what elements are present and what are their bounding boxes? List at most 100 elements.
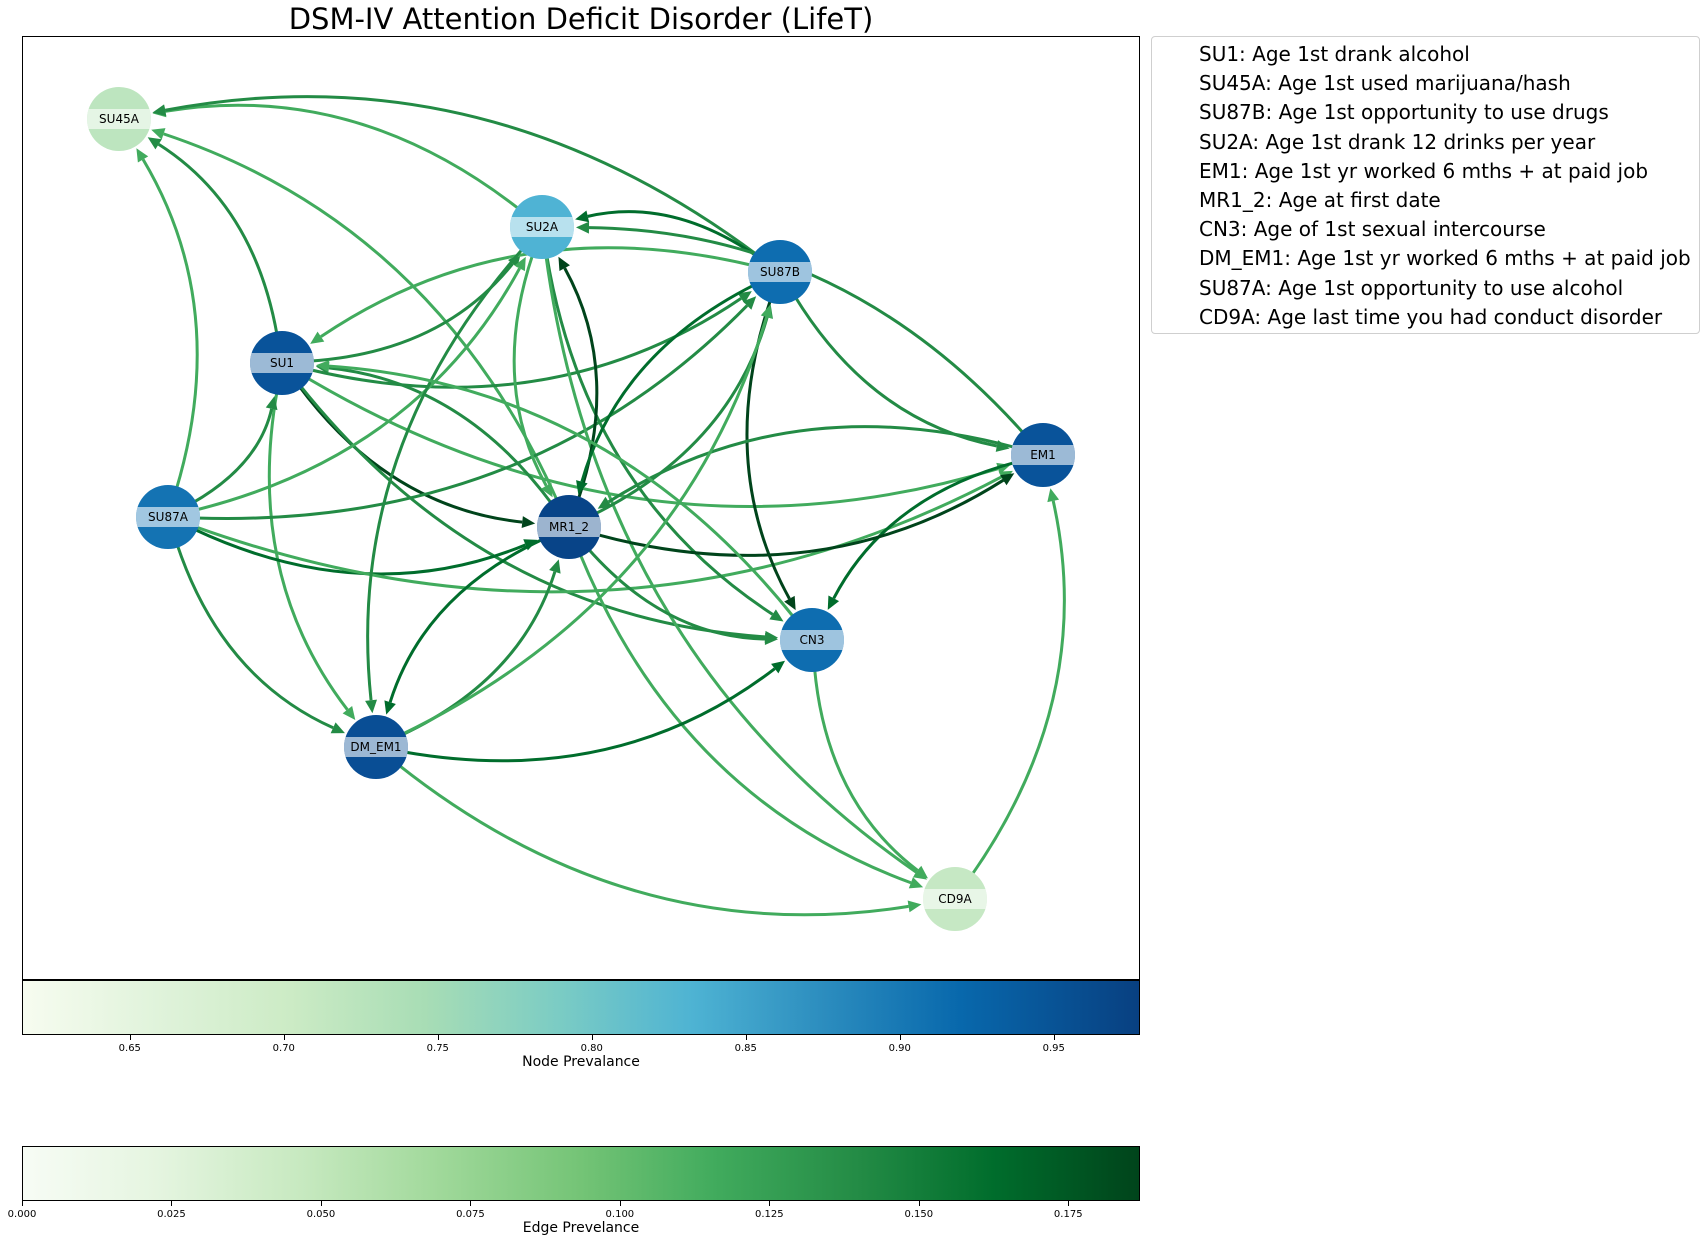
colorbar-tick [745, 1035, 747, 1040]
colorbar-tick [619, 1201, 621, 1206]
edge-MR1_2-to-CD9A [578, 552, 924, 889]
edge-CN3-to-SU1 [315, 360, 796, 620]
node-colorbar [22, 980, 1140, 1035]
colorbar-tick [437, 1035, 439, 1040]
svg-text:EM1: EM1 [1030, 448, 1056, 462]
colorbar-tick-label: 0.075 [456, 1209, 485, 1220]
svg-text:CD9A: CD9A [938, 892, 972, 906]
colorbar-tick-label: 0.125 [754, 1209, 784, 1220]
colorbar-tick [283, 1035, 285, 1040]
edge-SU2A-to-MR1_2 [512, 253, 553, 498]
edge-SU1-to-SU87B [308, 291, 752, 389]
legend-item-cn3: CN3: Age of 1st sexual intercourse [1199, 217, 1546, 242]
legend-item-dm-em1: DM_EM1: Age 1st yr worked 6 mths + at pa… [1199, 246, 1691, 271]
legend-item-su87a: SU87A: Age 1st opportunity to use alcoho… [1199, 275, 1624, 300]
legend-item-mr1-2: MR1_2: Age at first date [1199, 187, 1441, 212]
colorbar-tick [918, 1201, 920, 1206]
edge-CN3-to-CD9A [813, 667, 928, 879]
colorbar-tick-label: 0.025 [157, 1209, 186, 1220]
svg-text:SU2A: SU2A [526, 220, 559, 234]
colorbar-tick-label: 0.65 [118, 1043, 141, 1054]
node-cn3: CN3 [780, 608, 844, 672]
edge-SU1-to-SU2A [309, 253, 521, 363]
edge-SU87A-to-SU45A [136, 148, 199, 491]
colorbar-tick [591, 1035, 593, 1040]
colorbar-tick [129, 1035, 131, 1040]
colorbar-tick-label: 0.70 [272, 1043, 295, 1054]
edge-SU87B-to-SU45A [152, 95, 759, 257]
edge-SU2A-to-SU45A [152, 103, 521, 211]
colorbar-tick [320, 1201, 322, 1206]
node-colorbar-label: Node Prevalance [522, 1054, 640, 1070]
colorbar-tick [22, 1201, 23, 1206]
edge-DM_EM1-to-CD9A [396, 763, 922, 917]
edge-SU2A-to-CN3 [545, 254, 784, 622]
edge-CD9A-to-EM1 [969, 488, 1066, 877]
node-su87b: SU87B [748, 240, 812, 304]
node-su87a: SU87A [136, 485, 200, 549]
svg-text:SU87B: SU87B [760, 265, 800, 279]
edge-SU87A-to-DM_EM1 [175, 543, 345, 734]
legend: SU1: Age 1st drank alcohol SU45A: Age 1s… [1151, 36, 1700, 334]
edge-EM1-to-SU2A [575, 221, 1026, 436]
colorbar-tick [769, 1201, 771, 1206]
edge-SU1-to-CN3 [298, 383, 779, 643]
edge-SU2A-to-DM_EM1 [365, 246, 525, 714]
colorbar-tick-label: 0.000 [7, 1209, 37, 1220]
colorbar-tick-label: 0.150 [904, 1209, 934, 1220]
edge-MR1_2-to-EM1 [595, 473, 1015, 557]
colorbar-tick [899, 1035, 901, 1040]
legend-item-su45a: SU45A: Age 1st used marijuana/hash [1199, 71, 1571, 96]
edge-SU1-to-MR1_2 [297, 384, 536, 529]
edge-SU87B-to-SU2A [575, 210, 758, 258]
edge-SU87A-to-SU2A [194, 256, 526, 512]
edge-MR1_2-to-DM_EM1 [384, 537, 545, 715]
colorbar-tick-label: 0.95 [1042, 1043, 1065, 1054]
edge-layer [136, 95, 1066, 917]
edge-SU87B-to-SU1 [310, 246, 754, 344]
chart-title: DSM-IV Attention Deficit Disorder (LifeT… [288, 2, 874, 36]
edge-SU2A-to-CD9A [544, 254, 928, 880]
node-em1: EM1 [1011, 423, 1075, 487]
colorbar-tick [171, 1201, 173, 1206]
network-plot-area: SU45A SU2A SU87B SU1 EM1 SU87A MR1_2 CN3 DM_EM1 C… [22, 36, 1140, 980]
svg-text:MR1_2: MR1_2 [549, 520, 589, 534]
colorbar-tick-label: 0.75 [426, 1043, 449, 1054]
svg-text:CN3: CN3 [800, 633, 825, 647]
colorbar-tick-label: 0.050 [306, 1209, 336, 1220]
colorbar-tick-label: 0.175 [1053, 1209, 1083, 1220]
edge-SU87A-to-SU87B [195, 296, 757, 520]
edge-SU87B-to-CN3 [745, 298, 796, 611]
edge-SU1-to-SU45A [147, 137, 279, 336]
legend-item-su1: SU1: Age 1st drank alcohol [1199, 42, 1470, 66]
svg-text:SU45A: SU45A [99, 112, 140, 126]
node-cd9a: CD9A [923, 867, 987, 931]
network-graph: SU45A SU2A SU87B SU1 EM1 SU87A MR1_2 CN3 DM_EM1 C… [87, 87, 1075, 931]
edge-EM1-to-MR1_2 [597, 425, 1017, 509]
edge-colorbar [22, 1146, 1140, 1201]
colorbar-tick [1053, 1035, 1055, 1040]
node-su2a: SU2A [510, 195, 574, 259]
node-layer: SU45A SU2A SU87B SU1 EM1 SU87A MR1_2 CN3 DM_EM1 C… [87, 87, 1075, 931]
colorbar-tick [470, 1201, 472, 1206]
legend-item-su87b: SU87B: Age 1st opportunity to use drugs [1199, 100, 1609, 125]
colorbar-tick-label: 0.90 [888, 1043, 911, 1054]
edge-MR1_2-to-CN3 [586, 547, 779, 646]
node-su45a: SU45A [87, 87, 151, 151]
edge-MR1_2-to-SU45A [151, 128, 559, 503]
edge-SU87B-to-MR1_2 [576, 283, 756, 495]
svg-text:DM_EM1: DM_EM1 [350, 740, 401, 754]
node-su1: SU1 [250, 331, 314, 395]
colorbar-tick [1068, 1201, 1070, 1206]
edge-EM1-to-CN3 [827, 460, 1017, 610]
node-colorbar-ticks: 0.65 0.70 0.75 0.80 0.85 0.90 0.95 [22, 1035, 1140, 1075]
edge-SU87A-to-EM1 [193, 470, 1013, 594]
colorbar-tick-label: 0.85 [734, 1043, 757, 1054]
edge-colorbar-label: Edge Prevelance [522, 1220, 640, 1236]
edge-DM_EM1-to-MR1_2 [400, 559, 561, 737]
edge-colorbar-ticks: 0.000 0.025 0.050 0.075 0.100 0.125 0.150 0.175 [8, 1201, 1140, 1241]
edge-SU1-to-DM_EM1 [267, 390, 356, 721]
legend-item-cd9a: CD9A: Age last time you had conduct diso… [1199, 304, 1663, 329]
colorbar-tick-label: 0.100 [605, 1209, 635, 1220]
node-mr1-2: MR1_2 [537, 495, 601, 559]
